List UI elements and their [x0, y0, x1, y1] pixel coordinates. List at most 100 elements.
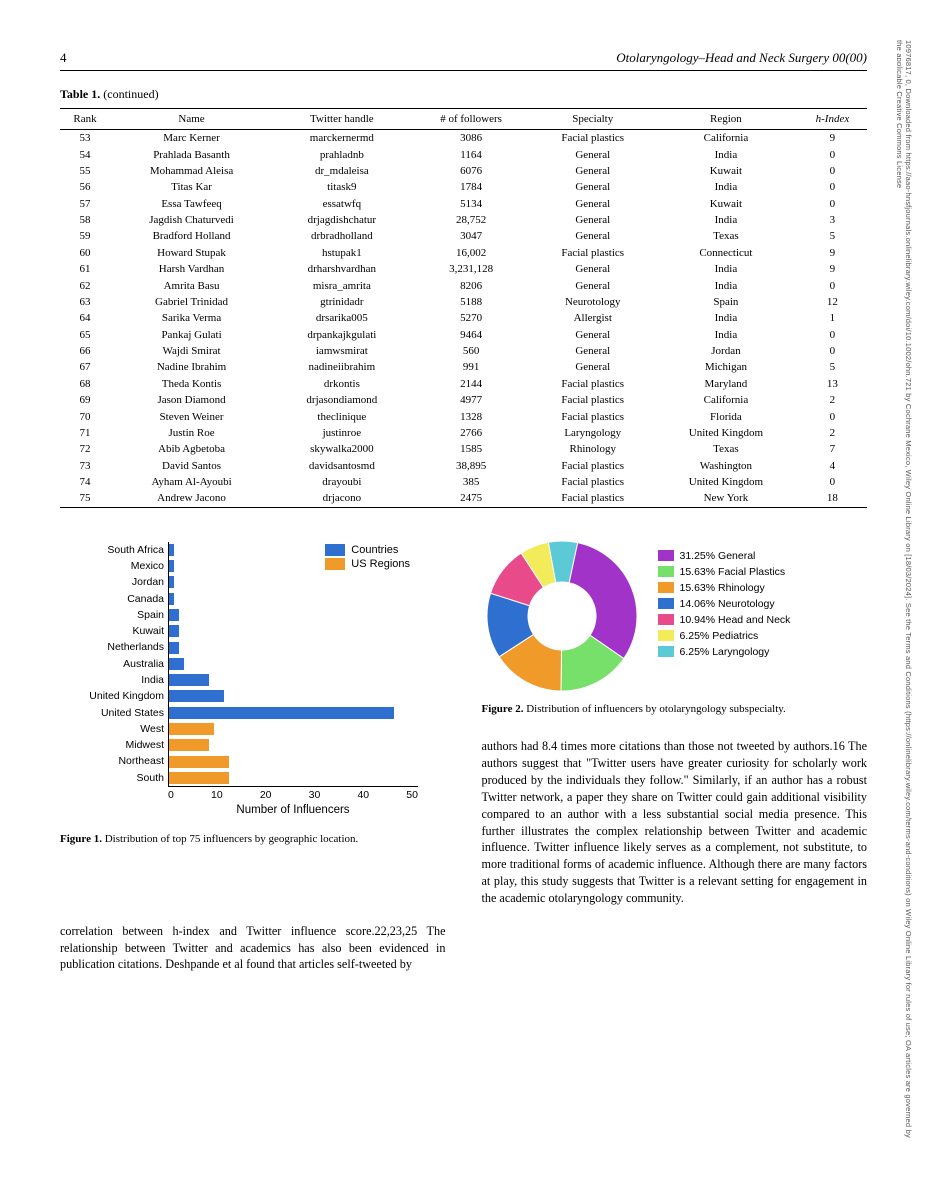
table-caption-label: Table 1.: [60, 87, 100, 101]
figure-1-barchart: CountriesUS Regions South AfricaMexicoJo…: [60, 536, 440, 826]
bar: [169, 625, 179, 637]
table-cell: 9: [798, 130, 867, 147]
table-cell: 72: [60, 441, 110, 457]
table-row: 66Wajdi Smiratiamwsmirat560GeneralJordan…: [60, 343, 867, 359]
table-cell: 5: [798, 228, 867, 244]
table-cell: 0: [798, 408, 867, 424]
table-cell: Gabriel Trinidad: [110, 294, 273, 310]
bar-row: [169, 607, 418, 623]
table-row: 61Harsh Vardhandrharshvardhan3,231,128Ge…: [60, 261, 867, 277]
page-number: 4: [60, 50, 67, 66]
table-cell: India: [654, 327, 798, 343]
table-cell: India: [654, 179, 798, 195]
bar-row: [169, 721, 418, 737]
table-cell: 0: [798, 277, 867, 293]
table-cell: 385: [411, 474, 532, 490]
table-cell: 2144: [411, 376, 532, 392]
table-cell: 9464: [411, 327, 532, 343]
bar-row: [169, 770, 418, 786]
table-cell: drbradholland: [273, 228, 411, 244]
table-cell: United Kingdom: [654, 474, 798, 490]
table-cell: 3,231,128: [411, 261, 532, 277]
bar-y-label: West: [60, 721, 164, 737]
table-cell: Prahlada Basanth: [110, 146, 273, 162]
running-header: 4 Otolaryngology–Head and Neck Surgery 0…: [60, 50, 867, 71]
table-cell: 54: [60, 146, 110, 162]
table-cell: 18: [798, 490, 867, 507]
table-cell: New York: [654, 490, 798, 507]
table-cell: titask9: [273, 179, 411, 195]
table-row: 74Ayham Al-Ayoubidrayoubi385Facial plast…: [60, 474, 867, 490]
table-col-header: # of followers: [411, 109, 532, 130]
table-cell: 65: [60, 327, 110, 343]
legend-item: 15.63% Facial Plastics: [658, 566, 791, 578]
table-cell: drharshvardhan: [273, 261, 411, 277]
table-row: 65Pankaj Gulatidrpankajkgulati9464Genera…: [60, 327, 867, 343]
table-cell: Maryland: [654, 376, 798, 392]
table-cell: 55: [60, 163, 110, 179]
figure-2-label: Figure 2.: [482, 703, 524, 715]
table-cell: 0: [798, 343, 867, 359]
table-row: 55Mohammad Aleisadr_mdaleisa6076GeneralK…: [60, 163, 867, 179]
journal-title: Otolaryngology–Head and Neck Surgery 00(…: [616, 50, 867, 66]
table-cell: Washington: [654, 458, 798, 474]
barchart-x-ticks: 01020304050: [168, 789, 418, 801]
table-cell: Wajdi Smirat: [110, 343, 273, 359]
table-cell: Andrew Jacono: [110, 490, 273, 507]
barchart-y-labels: South AfricaMexicoJordanCanadaSpainKuwai…: [60, 542, 164, 787]
barchart-plot: [168, 542, 418, 787]
table-cell: marckernermd: [273, 130, 411, 147]
table-cell: Kuwait: [654, 163, 798, 179]
bar-y-label: South: [60, 770, 164, 786]
bar: [169, 560, 174, 572]
table-cell: hstupak1: [273, 245, 411, 261]
figures-row: CountriesUS Regions South AfricaMexicoJo…: [60, 536, 867, 907]
table-cell: Allergist: [532, 310, 654, 326]
table-cell: General: [532, 277, 654, 293]
table-cell: 560: [411, 343, 532, 359]
figure-1-caption-text: Distribution of top 75 influencers by ge…: [105, 833, 359, 845]
table-cell: General: [532, 146, 654, 162]
table-cell: Sarika Verma: [110, 310, 273, 326]
bar-row: [169, 574, 418, 590]
bar-row: [169, 688, 418, 704]
table-cell: David Santos: [110, 458, 273, 474]
table-cell: drpankajkgulati: [273, 327, 411, 343]
bar-row: [169, 737, 418, 753]
table-cell: 53: [60, 130, 110, 147]
table-cell: Kuwait: [654, 196, 798, 212]
table-cell: General: [532, 343, 654, 359]
table-cell: drayoubi: [273, 474, 411, 490]
table-cell: Nadine Ibrahim: [110, 359, 273, 375]
table-row: 69Jason Diamonddrjasondiamond4977Facial …: [60, 392, 867, 408]
barchart-x-title: Number of Influencers: [168, 804, 418, 816]
table-cell: iamwsmirat: [273, 343, 411, 359]
table-cell: 66: [60, 343, 110, 359]
table-cell: nadineiibrahim: [273, 359, 411, 375]
x-tick-label: 40: [357, 789, 369, 801]
donut-legend: 31.25% General15.63% Facial Plastics15.6…: [658, 550, 791, 662]
table-cell: 0: [798, 196, 867, 212]
bar-y-label: Spain: [60, 607, 164, 623]
table-col-header: Name: [110, 109, 273, 130]
table-cell: Facial plastics: [532, 490, 654, 507]
table-cell: drkontis: [273, 376, 411, 392]
bar: [169, 772, 229, 784]
bar-y-label: Jordan: [60, 574, 164, 590]
table-col-header: Region: [654, 109, 798, 130]
table-cell: 1784: [411, 179, 532, 195]
bar-y-label: Kuwait: [60, 623, 164, 639]
table-row: 73David Santosdavidsantosmd38,895Facial …: [60, 458, 867, 474]
table-cell: dr_mdaleisa: [273, 163, 411, 179]
bar-y-label: United Kingdom: [60, 688, 164, 704]
bar-row: [169, 656, 418, 672]
bar: [169, 658, 184, 670]
bar-row: [169, 542, 418, 558]
x-tick-label: 20: [260, 789, 272, 801]
bar: [169, 739, 209, 751]
table-cell: Texas: [654, 441, 798, 457]
table-cell: 991: [411, 359, 532, 375]
table-cell: 0: [798, 146, 867, 162]
table-cell: Theda Kontis: [110, 376, 273, 392]
table-cell: skywalka2000: [273, 441, 411, 457]
